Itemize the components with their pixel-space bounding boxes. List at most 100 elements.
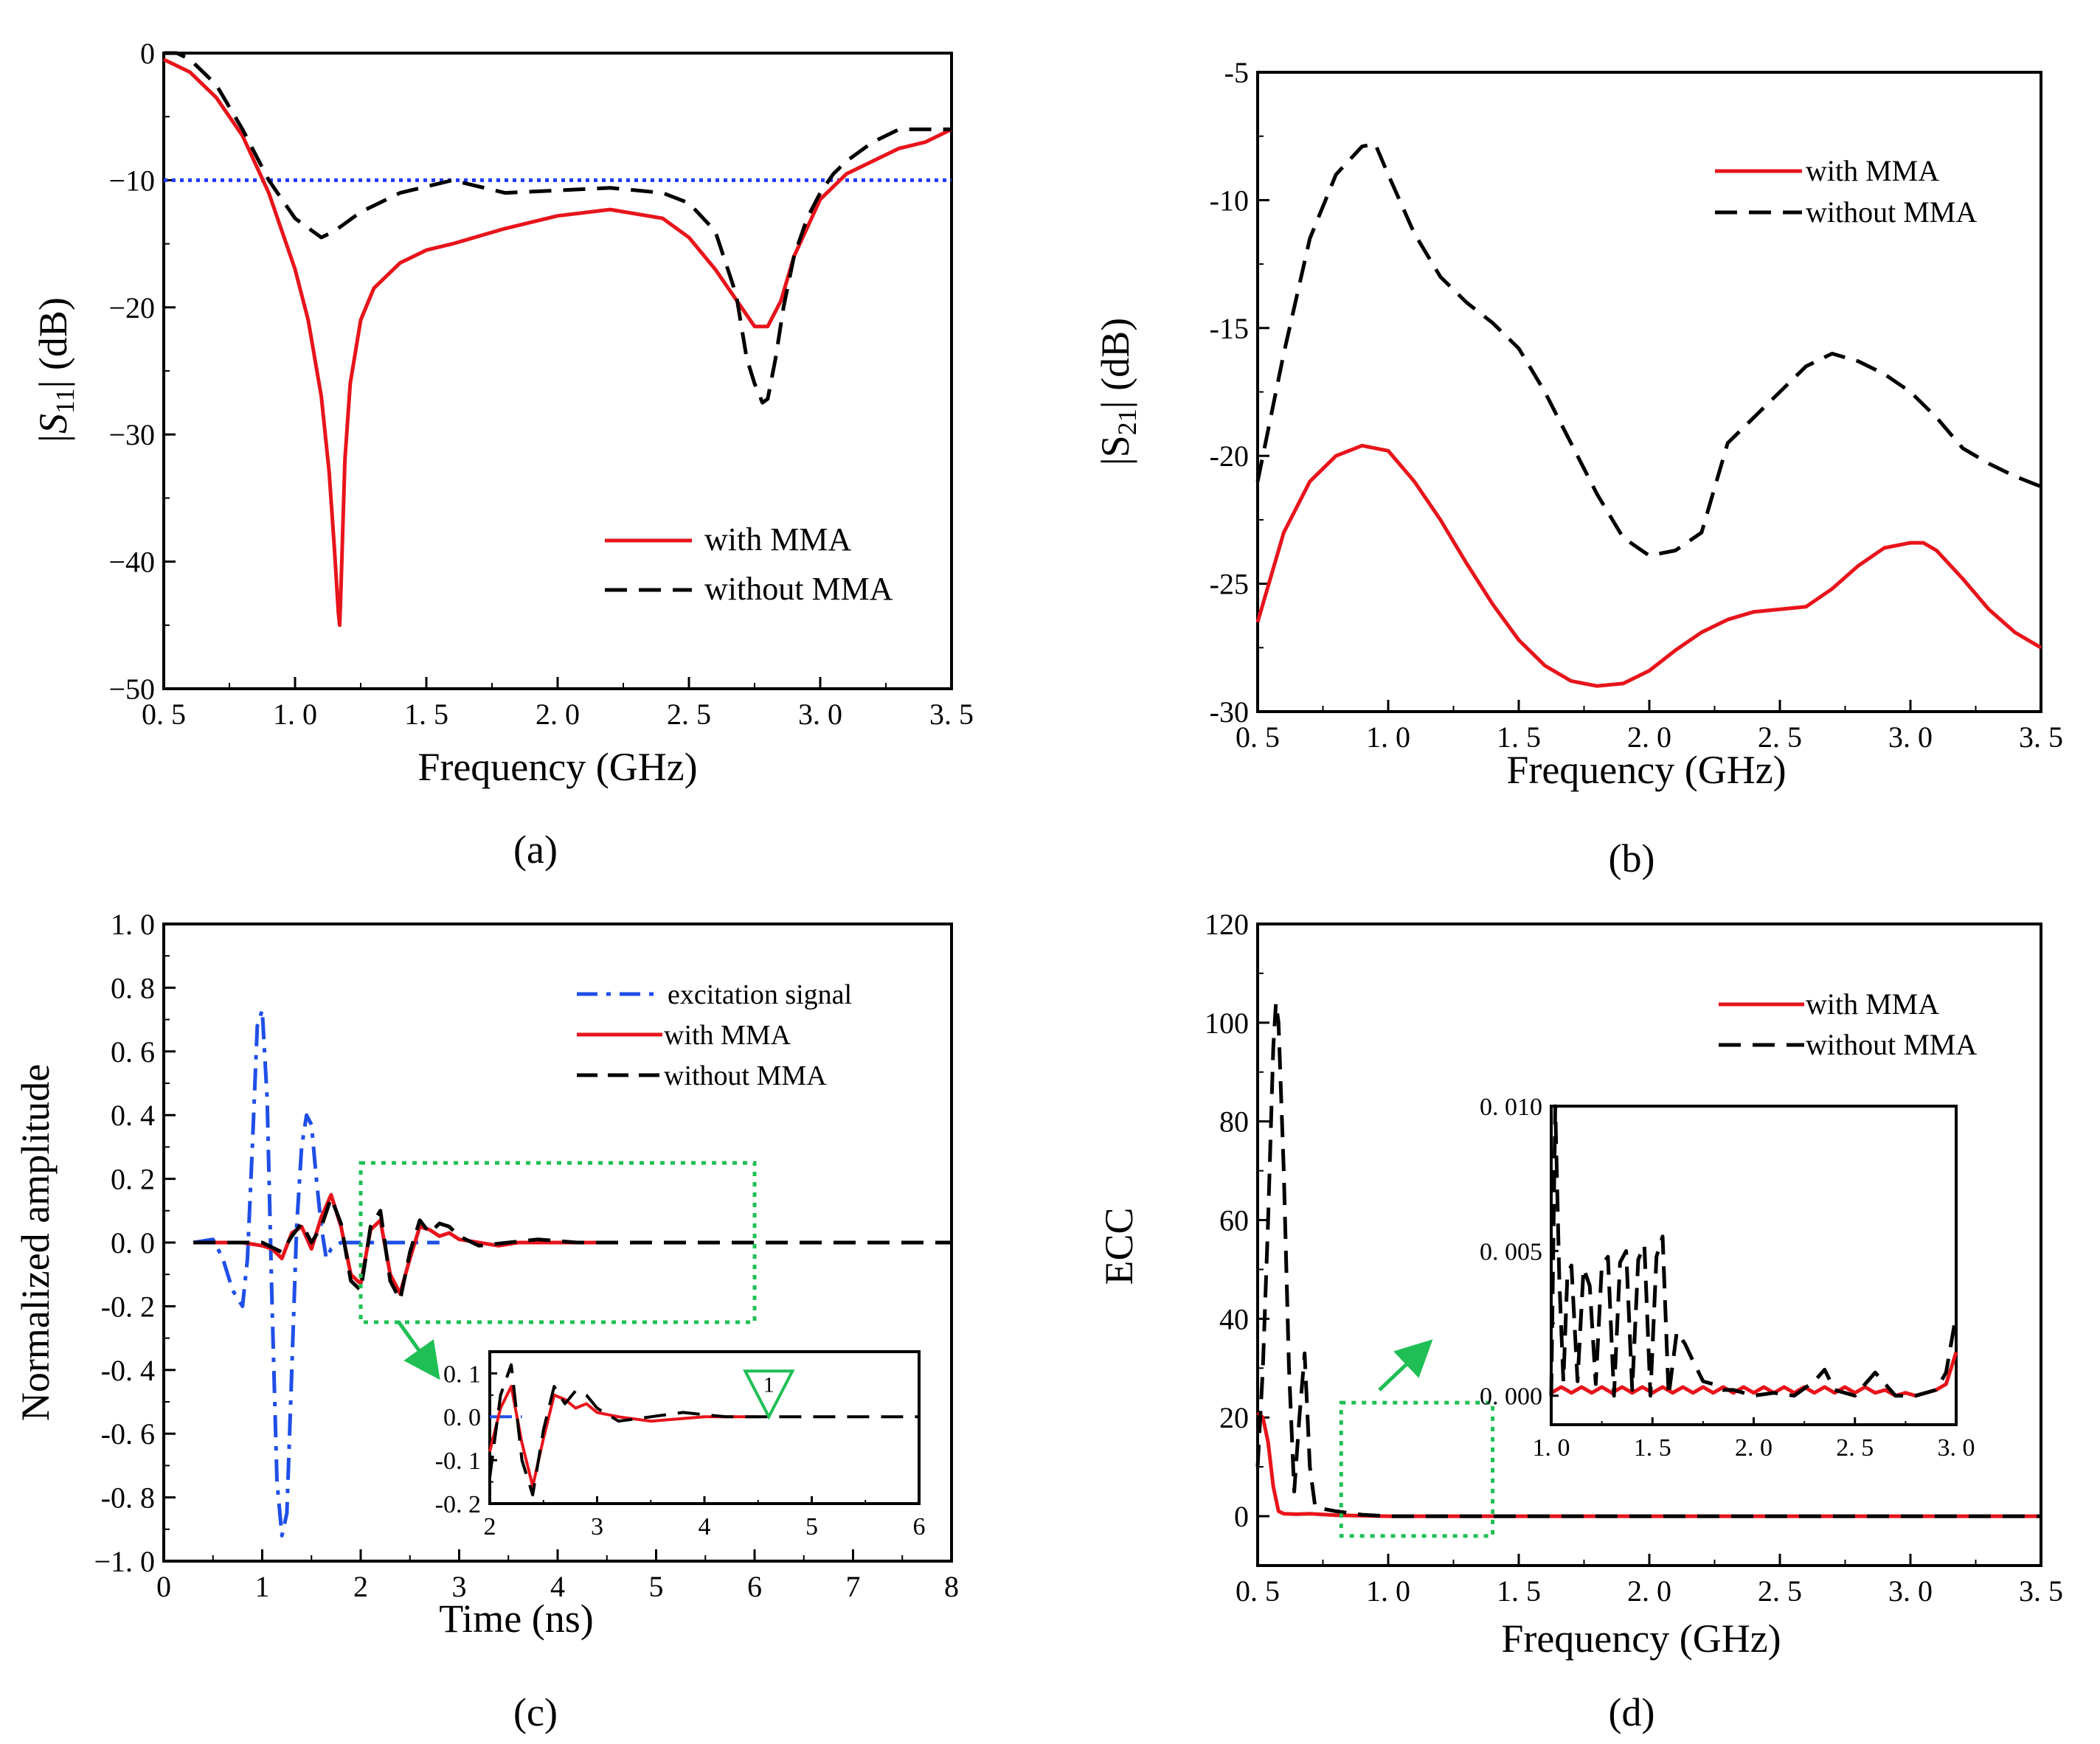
panel-c-ytick-label: 0. 2 — [111, 1163, 155, 1196]
inset-c-ytick-label: 0. 0 — [443, 1404, 481, 1431]
inset-d-xtick-label: 2. 0 — [1735, 1434, 1772, 1462]
panel-c-ytick-label: 0. 4 — [111, 1099, 155, 1132]
panel-b-xtick-label: 2. 0 — [1627, 720, 1671, 754]
y-axis-label-a-suffix: | (dB) — [31, 297, 75, 388]
panel-caption-a: (a) — [513, 827, 558, 872]
inset-c-xtick-label: 4 — [699, 1513, 711, 1540]
inset-frame-d — [1550, 1105, 1958, 1426]
panel-c-ytick-label: -0. 6 — [101, 1417, 155, 1451]
legend-label-without-mma-c: without MMA — [664, 1060, 827, 1091]
series-group-c — [193, 1008, 952, 1538]
panel-b-ytick-label: -15 — [1210, 312, 1249, 345]
panel-d-xtick-label: 2. 0 — [1627, 1574, 1671, 1608]
series-group-b — [1255, 142, 2042, 688]
inset-axis-ticks-c: 2 3 4 5 6 0. 1 0. 0 -0. 1 -0. 2 — [435, 1361, 926, 1540]
panel-b-ytick-label: -5 — [1224, 56, 1249, 89]
inset-d-ytick-label: 0. 000 — [1480, 1383, 1542, 1411]
panel-c-ytick-label: 0. 6 — [111, 1035, 155, 1069]
inset-d-xtick-label: 1. 5 — [1634, 1434, 1671, 1462]
panel-c-ytick-label: 0. 8 — [111, 971, 155, 1004]
x-axis-label-d: Frequency (GHz) — [1501, 1616, 1781, 1661]
panel-d-ytick-label: 100 — [1205, 1007, 1249, 1040]
panel-a-xtick-label: 2. 5 — [667, 698, 711, 731]
panel-a-xtick-label: 1. 5 — [404, 698, 448, 731]
panel-d-ytick-label: 80 — [1219, 1105, 1249, 1139]
panel-caption-d: (d) — [1609, 1690, 1655, 1734]
inset-axis-ticks-d: 1. 0 1. 5 2. 0 2. 5 3. 0 0. 010 0. 005 0. 000 — [1480, 1094, 1975, 1462]
panel-a-ytick-label: −10 — [108, 164, 155, 197]
panel-a: 0. 5 1. 0 1. 5 2. 0 2. 5 3. 0 3. 5 0 −10 −20 −30 −4… — [31, 37, 974, 872]
panel-caption-c: (c) — [513, 1690, 558, 1734]
axis-ticks-a: 0. 5 1. 0 1. 5 2. 0 2. 5 3. 0 3. 5 0 −10 −20 −30 −4… — [108, 37, 974, 731]
panel-d-xtick-label: 3. 0 — [1888, 1574, 1933, 1608]
panel-b-series-with-mma — [1255, 443, 2042, 688]
legend-label-with-mma-d: with MMA — [1806, 987, 1939, 1021]
panel-a-ytick-label: −30 — [108, 418, 155, 451]
axis-ticks-c: 0 1 2 3 4 5 6 7 8 1. 0 0. 8 0. 6 0. 4 0. 2 0. 0 -0. 2 -0… — [94, 908, 959, 1603]
axis-ticks-d: 0. 5 1. 0 1. 5 2. 0 2. 5 3. 0 3. 5 0 20 40 60 80 100… — [1205, 908, 2063, 1608]
panel-c-xtick-label: 0 — [156, 1570, 171, 1603]
panel-d-series-without-mma — [1255, 1001, 2041, 1518]
legend-label-without-mma-a: without MMA — [704, 571, 893, 607]
inset-d: 1. 0 1. 5 2. 0 2. 5 3. 0 0. 010 0. 005 0. 000 — [1480, 1094, 1975, 1462]
panel-a-ytick-label: −50 — [108, 673, 155, 706]
y-axis-label-b: |S21| (dB) — [1093, 318, 1142, 465]
panel-a-series-without-mma — [164, 51, 952, 405]
panel-d-xtick-label: 3. 5 — [2019, 1574, 2063, 1608]
inset-c-series-without-mma — [488, 1363, 919, 1497]
sample-marker-triangle — [743, 1369, 795, 1420]
panel-c-series-without-mma — [193, 1196, 952, 1302]
panel-d-ytick-label: 0 — [1234, 1500, 1249, 1533]
x-axis-label-c: Time (ns) — [439, 1597, 594, 1641]
legend-label-without-mma-d: without MMA — [1806, 1028, 1977, 1061]
panel-b-xtick-label: 3. 5 — [2019, 720, 2063, 754]
panel-b-ytick-label: -30 — [1210, 695, 1249, 729]
legend-b: with MMA without MMA — [1715, 154, 1977, 229]
panel-caption-b: (b) — [1609, 836, 1655, 880]
panel-a-xtick-label: 3. 5 — [929, 698, 974, 731]
x-axis-label-b: Frequency (GHz) — [1506, 748, 1786, 792]
series-group-a — [162, 51, 953, 628]
y-axis-label-d: ECC — [1097, 1207, 1141, 1285]
panel-d-ytick-label: 60 — [1219, 1204, 1249, 1237]
panel-c-xtick-label: 5 — [649, 1570, 664, 1603]
inset-d-ytick-label: 0. 005 — [1480, 1238, 1542, 1265]
panel-c-ytick-label: 0. 0 — [111, 1226, 155, 1260]
panel-b-xtick-label: 0. 5 — [1236, 720, 1280, 754]
panel-b-xtick-label: 1. 5 — [1497, 720, 1541, 754]
zoom-highlight-box-c — [358, 1161, 757, 1324]
panel-c-xtick-label: 3 — [452, 1570, 467, 1603]
inset-d-xtick-label: 2. 5 — [1836, 1434, 1874, 1462]
panel-c-ytick-label: -0. 4 — [101, 1354, 155, 1387]
panel-b-xtick-label: 1. 0 — [1366, 720, 1410, 754]
x-axis-label-a: Frequency (GHz) — [417, 745, 697, 789]
panel-b: 0. 5 1. 0 1. 5 2. 0 2. 5 3. 0 3. 5 -5 -10 -15 -20 -… — [1093, 56, 2063, 880]
inset-c-xtick-label: 5 — [805, 1513, 818, 1540]
panel-d-ytick-label: 120 — [1205, 908, 1249, 941]
panel-c-series-excitation-signal — [193, 1008, 440, 1538]
panel-d-xtick-label: 1. 0 — [1366, 1574, 1410, 1608]
legend-d: with MMA without MMA — [1719, 987, 1977, 1061]
panel-b-ytick-label: -20 — [1210, 440, 1249, 473]
panel-a-ytick-label: −40 — [108, 546, 155, 579]
inset-c-xtick-label: 6 — [913, 1513, 926, 1540]
panel-d-ytick-label: 40 — [1219, 1302, 1249, 1335]
sample-marker-label: 1 — [763, 1372, 774, 1397]
panel-c-xtick-label: 2 — [353, 1570, 368, 1603]
panel-c-xtick-label: 4 — [550, 1570, 565, 1603]
inset-c-ytick-label: -0. 1 — [435, 1448, 481, 1475]
inset-c-ytick-label: 0. 1 — [443, 1361, 481, 1388]
panel-c-ytick-label: -0. 2 — [101, 1290, 155, 1323]
panel-d-ytick-label: 20 — [1219, 1401, 1249, 1434]
series-group-d — [1255, 1001, 2041, 1518]
panel-d-xtick-label: 2. 5 — [1758, 1574, 1802, 1608]
y-axis-label-b-prefix: |S — [1093, 435, 1137, 465]
inset-series-group-c — [488, 1363, 919, 1497]
y-axis-label-a-prefix: |S — [31, 414, 75, 445]
legend-a: with MMA without MMA — [605, 521, 893, 607]
inset-c-xtick-label: 2 — [484, 1513, 496, 1540]
panel-c-ytick-label: −1. 0 — [94, 1545, 155, 1578]
legend-label-with-mma-a: with MMA — [704, 521, 851, 557]
panel-d: 0. 5 1. 0 1. 5 2. 0 2. 5 3. 0 3. 5 0 20 40 60 80 100… — [1097, 908, 2063, 1734]
inset-d-ytick-label: 0. 010 — [1480, 1094, 1542, 1121]
